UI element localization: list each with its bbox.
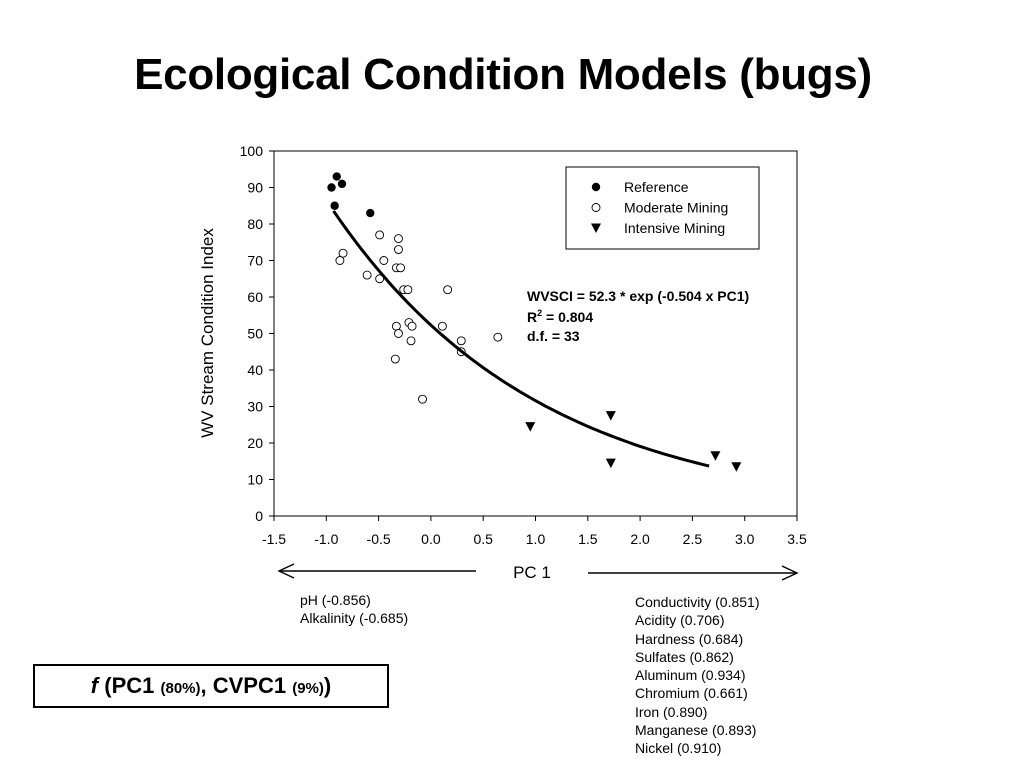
y-axis-label: WV Stream Condition Index xyxy=(198,228,217,438)
y-tick-label: 100 xyxy=(240,143,264,159)
fit-curve xyxy=(332,210,710,468)
moderate-mining-point xyxy=(456,336,466,346)
x-tick-label: -1.0 xyxy=(314,531,338,547)
intensive-mining-point xyxy=(605,411,616,421)
moderate-mining-point xyxy=(335,256,345,265)
y-tick-label: 10 xyxy=(247,472,263,488)
loading-item: Conductivity (0.851) xyxy=(635,594,760,610)
moderate-mining-point xyxy=(493,332,503,342)
y-tick-label: 70 xyxy=(247,253,263,269)
legend-marker xyxy=(591,182,601,192)
y-tick-label: 60 xyxy=(247,289,263,305)
y-tick-label: 50 xyxy=(247,326,263,342)
intensive-mining-point xyxy=(605,458,616,469)
loading-item: Acidity (0.706) xyxy=(635,612,725,629)
loading-item: Aluminum (0.934) xyxy=(635,667,746,684)
negative-loadings-list: pH (-0.856) Alkalinity (-0.685) xyxy=(300,591,408,627)
legend-label: Moderate Mining xyxy=(624,200,728,216)
moderate-mining-point xyxy=(443,285,453,295)
formula-pc1-pct: (80%) xyxy=(160,680,201,697)
moderate-mining-point xyxy=(390,354,400,364)
loading-item: Iron (0.890) xyxy=(635,703,708,720)
moderate-mining-point xyxy=(396,263,406,273)
moderate-mining-point xyxy=(375,230,385,240)
left-arrow-head xyxy=(277,563,295,579)
intensive-mining-point xyxy=(525,422,536,432)
formula-close: ) xyxy=(323,673,332,698)
moderate-mining-point xyxy=(406,336,416,346)
reference-point xyxy=(327,183,336,192)
moderate-mining-point xyxy=(437,321,447,331)
x-tick-label: 3.5 xyxy=(787,531,807,547)
moderate-mining-point xyxy=(407,321,417,331)
x-tick-label: -0.5 xyxy=(367,531,391,547)
x-tick-label: 3.0 xyxy=(735,531,755,547)
loading-item: Hardness (0.684) xyxy=(635,630,744,647)
loading-item: Chromium (0.661) xyxy=(635,685,748,702)
moderate-mining-point xyxy=(418,394,427,404)
moderate-mining-point xyxy=(394,245,403,255)
moderate-mining-point xyxy=(394,234,403,244)
x-tick-label: 0.0 xyxy=(421,531,441,547)
legend-label: Reference xyxy=(624,179,689,195)
loading-item: Alkalinity (-0.685) xyxy=(300,610,409,626)
positive-loadings-list: Conductivity (0.851) Acidity (0.706) Har… xyxy=(635,593,760,758)
moderate-mining-point xyxy=(391,321,401,331)
formula-f: f xyxy=(90,673,99,698)
formula-pc1: (PC1 xyxy=(98,673,161,698)
loading-item: Manganese (0.893) xyxy=(635,722,757,739)
y-tick-label: 90 xyxy=(247,180,263,196)
intensive-mining-point xyxy=(710,451,721,461)
x-tick-label: 1.5 xyxy=(578,531,598,547)
legend-label: Intensive Mining xyxy=(624,220,725,236)
y-tick-label: 30 xyxy=(247,399,263,415)
y-tick-label: 20 xyxy=(247,435,263,451)
legend-marker xyxy=(591,203,601,212)
x-tick-label: 0.5 xyxy=(473,531,493,547)
x-tick-label: -1.5 xyxy=(262,531,286,547)
moderate-mining-point xyxy=(394,329,403,338)
moderate-mining-point xyxy=(338,248,348,258)
reference-point xyxy=(337,179,347,189)
x-tick-label: 2.0 xyxy=(630,531,650,547)
x-tick-label: 2.5 xyxy=(683,531,703,547)
df-annotation: d.f. = 33 xyxy=(527,328,580,344)
intensive-mining-point xyxy=(731,462,742,472)
loading-item: Sulfates (0.862) xyxy=(635,648,734,665)
legend-marker xyxy=(591,223,601,233)
moderate-mining-point xyxy=(403,285,413,295)
x-axis-label: PC 1 xyxy=(513,563,551,582)
reference-point xyxy=(330,201,339,210)
model-formula-box: f (PC1 (80%), CVPC1 (9%)) xyxy=(33,664,389,708)
slide-title: Ecological Condition Models (bugs) xyxy=(134,50,872,99)
reference-point xyxy=(332,172,341,181)
loading-item: pH (-0.856) xyxy=(300,592,371,608)
x-tick-label: 1.0 xyxy=(526,531,546,547)
y-tick-label: 80 xyxy=(247,216,263,232)
r2-annotation: R2 = 0.804 xyxy=(527,308,593,325)
moderate-mining-point xyxy=(362,270,372,280)
moderate-mining-point xyxy=(379,256,389,265)
formula-sep: , CVPC1 xyxy=(200,673,293,698)
reference-point xyxy=(366,208,375,218)
right-arrow-head xyxy=(781,565,799,581)
loading-item: Nickel (0.910) xyxy=(635,740,722,757)
moderate-mining-point xyxy=(375,274,385,284)
formula-cvpc1-pct: (9%) xyxy=(292,680,324,697)
equation-annotation: WVSCI = 52.3 * exp (-0.504 x PC1) xyxy=(527,288,749,304)
y-tick-label: 40 xyxy=(247,362,263,378)
y-tick-label: 0 xyxy=(255,508,263,524)
